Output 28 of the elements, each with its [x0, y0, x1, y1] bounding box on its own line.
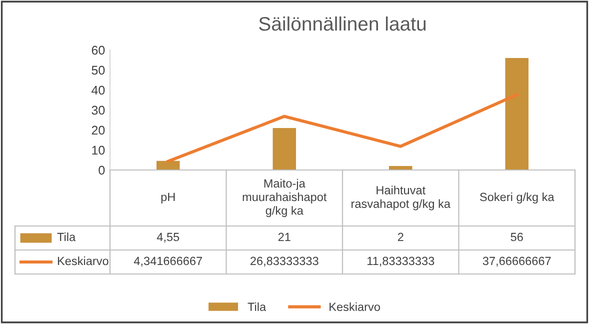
- data-label: 26,83333333: [250, 256, 318, 267]
- text: Keskiarvo: [330, 302, 380, 312]
- data-label: 56: [510, 232, 523, 242]
- legend-label: Tila: [57, 232, 76, 242]
- legend-label: Keskiarvo: [58, 256, 108, 266]
- data-label: 4,55: [156, 232, 180, 243]
- y-tick-label: 10: [92, 146, 105, 155]
- x-tick-label: pH: [161, 192, 175, 204]
- chart-title: Säilönnällinen laatu: [259, 16, 426, 31]
- bar: [272, 128, 296, 170]
- bar: [156, 160, 180, 170]
- data-label: 2: [398, 232, 404, 242]
- data-label: 11,83333333: [367, 256, 434, 267]
- data-label: 21: [278, 232, 290, 242]
- x-tick-label: Maito-ja muurahaishapot g/kg ka: [242, 178, 327, 218]
- y-tick-label: 40: [92, 86, 105, 95]
- data-label: 37,66666667: [482, 256, 551, 267]
- data-label: 4,341666667: [134, 256, 202, 267]
- x-tick-label: Sokeri g/kg ka: [480, 192, 554, 204]
- y-tick-label: 50: [92, 66, 105, 75]
- bar: [505, 58, 528, 170]
- y-tick-label: 0: [98, 166, 105, 175]
- y-tick-label: 20: [92, 126, 105, 135]
- y-tick-label: 30: [92, 106, 105, 115]
- text: Tila: [248, 302, 266, 312]
- y-tick-label: 60: [92, 46, 105, 55]
- line-series: [166, 93, 518, 163]
- x-tick-label: Haihtuvat rasvahapot g/kg ka: [352, 186, 451, 210]
